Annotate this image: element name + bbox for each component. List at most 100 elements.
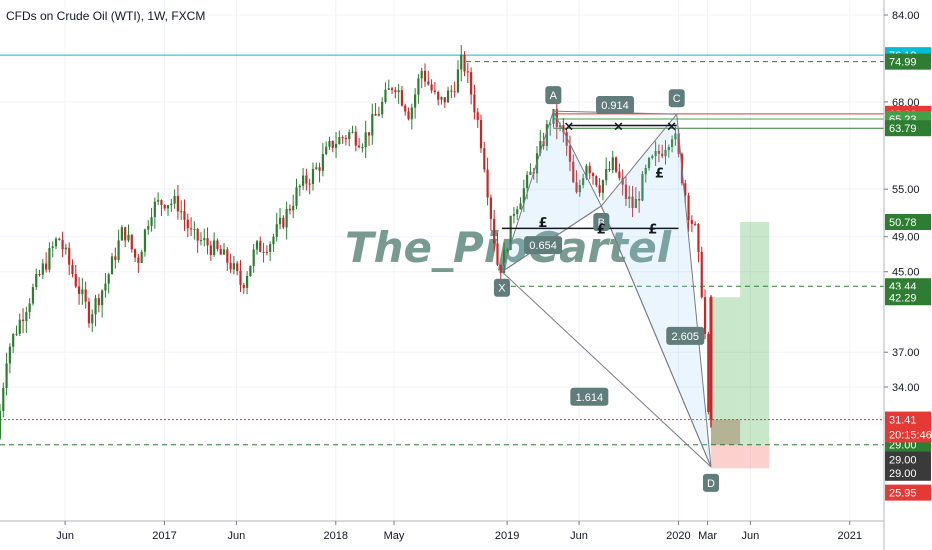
candle-body: [8, 346, 11, 364]
price-level-label: 50.78: [889, 217, 917, 229]
pound-marker: £: [648, 222, 657, 237]
candle-body: [443, 97, 446, 103]
candle-body: [690, 220, 693, 224]
candle-body: [176, 195, 180, 212]
candle-body: [0, 411, 2, 439]
candle-body: [255, 241, 259, 250]
candle-body: [377, 114, 380, 116]
candle-body: [545, 124, 548, 146]
candle-body: [601, 180, 605, 193]
x-tick-label: May: [384, 530, 405, 542]
candle-body: [298, 185, 301, 188]
grid: [0, 0, 884, 521]
candle-body: [709, 297, 713, 420]
price-level-label: 31.41: [889, 415, 917, 427]
candle-body: [331, 141, 334, 148]
x-tick-label: 2020: [666, 530, 690, 542]
candle-body: [470, 72, 473, 95]
candle-body: [456, 69, 460, 93]
candle-body: [512, 214, 516, 216]
candle-body: [595, 176, 598, 186]
pattern-ratio-bg: [524, 236, 563, 255]
position-target-zone: [710, 297, 741, 420]
x-tick-label: 2017: [152, 530, 176, 542]
candle-body: [216, 240, 219, 249]
candle-body: [193, 228, 196, 230]
candle-body: [634, 199, 637, 209]
candle-body: [397, 90, 400, 93]
cross-marker: ×: [563, 120, 574, 135]
pattern-point-label: B: [598, 217, 605, 229]
pound-marker: £: [539, 216, 548, 231]
candle-body: [278, 217, 282, 225]
candle-body: [427, 81, 430, 85]
candle-body: [638, 199, 641, 201]
candle-body: [621, 178, 624, 185]
candle-body: [694, 223, 697, 225]
price-extra-label-bg: [885, 484, 931, 501]
price-level-label-bg: [885, 289, 931, 306]
candle-body: [522, 188, 525, 204]
candle-body: [186, 219, 189, 229]
candle-body: [25, 312, 28, 322]
candle-body: [361, 147, 364, 149]
candle-body: [84, 289, 87, 302]
candle-body: [64, 247, 67, 250]
candle-body: [226, 249, 229, 263]
candle-body: [292, 205, 295, 211]
candle-body: [222, 249, 226, 255]
candle-body: [374, 114, 377, 116]
price-level-label-bg: [885, 214, 931, 231]
candle-body: [565, 132, 568, 146]
candle-body: [410, 107, 413, 120]
candle-body: [305, 175, 308, 184]
candle-body: [394, 90, 397, 93]
candle-body: [588, 165, 591, 174]
candle-body: [61, 239, 64, 250]
candle-body: [539, 141, 542, 154]
candle-body: [199, 240, 203, 242]
candle-body: [473, 94, 476, 113]
price-extra-label-bg: [885, 464, 931, 481]
price-extra-label: 20:15:46: [889, 429, 932, 441]
pattern-leg-bd: [600, 205, 712, 468]
candle-body: [173, 195, 176, 204]
candle-body: [133, 249, 137, 258]
position-target-zone: [740, 222, 770, 445]
candle-body: [262, 251, 265, 253]
candle-body: [647, 157, 651, 168]
candle-body: [2, 387, 5, 412]
candle-body: [506, 249, 509, 251]
candle-body: [12, 334, 15, 347]
candle-body: [654, 150, 657, 156]
candle-body: [499, 264, 502, 274]
candle-body: [81, 289, 84, 295]
candle-body: [552, 109, 555, 124]
candle-body: [275, 224, 278, 237]
pattern-ratio-label: 0.914: [601, 100, 629, 112]
pattern-point-bg: [493, 278, 510, 297]
candle-body: [54, 238, 58, 247]
candle-body: [516, 209, 519, 215]
candle-body: [107, 274, 110, 284]
candle-body: [259, 241, 262, 252]
watermark-text: The_PipCartel: [345, 223, 672, 272]
candle-body: [433, 90, 436, 92]
candle-body: [249, 265, 252, 277]
candle-body: [549, 123, 552, 125]
x-tick-label: Jun: [228, 530, 246, 542]
x-tick-label: 2019: [495, 530, 519, 542]
candle-body: [526, 174, 529, 189]
candle-body: [479, 120, 483, 149]
candle-body: [58, 238, 61, 240]
candle-body: [460, 54, 463, 70]
candle-body: [120, 227, 123, 241]
pattern-point-label: A: [550, 90, 558, 102]
candle-body: [430, 84, 433, 91]
candle-body: [598, 185, 601, 193]
pattern-ratio-label: 0.654: [529, 240, 557, 252]
candle-body: [684, 183, 687, 196]
chart-title: CFDs on Crude Oil (WTI), 1W, FXCM: [6, 9, 205, 23]
candle-body: [68, 247, 71, 265]
